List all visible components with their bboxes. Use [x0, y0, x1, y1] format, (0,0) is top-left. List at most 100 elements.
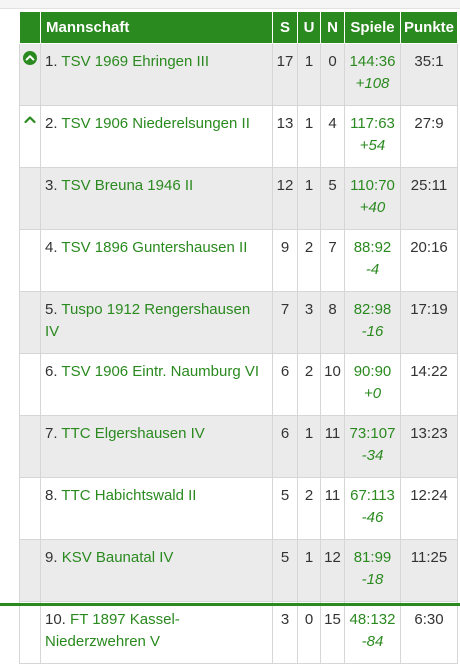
cell-s: 13: [272, 105, 298, 168]
rank-number: 6.: [45, 363, 58, 380]
cell-punkte: 14:22: [400, 353, 458, 416]
team-cell: 3. TSV Breuna 1946 II: [40, 167, 273, 230]
games-difference: +40: [359, 199, 386, 216]
team-cell: 4. TSV 1896 Guntershausen II: [40, 229, 273, 292]
cell-u: 1: [297, 167, 321, 230]
cell-n: 12: [320, 539, 345, 602]
team-cell: 9. KSV Baunatal IV: [40, 539, 273, 602]
cell-n: 11: [320, 477, 345, 540]
header-punkte[interactable]: Punkte: [400, 12, 458, 44]
table-row: 2. TSV 1906 Niederelsungen II 13 1 4 117:63 +…: [19, 105, 458, 168]
league-table: Mannschaft S U N Spiele Punkte 1. TSV 19…: [19, 12, 458, 664]
team-cell: 5. Tuspo 1912 Rengershausen IV: [40, 291, 273, 354]
cell-spiele: 67:113 -46: [344, 477, 401, 540]
games-difference: +108: [355, 75, 390, 92]
team-link[interactable]: TSV 1896 Guntershausen II: [61, 239, 248, 256]
trend-indicator-cell: [19, 539, 41, 602]
cell-u: 0: [297, 601, 321, 664]
cell-punkte: 6:30: [400, 601, 458, 664]
table-row: 10. FT 1897 Kassel-Niederzwehren V 3 0 15 48…: [19, 601, 458, 664]
cell-u: 1: [297, 539, 321, 602]
cell-n: 0: [320, 43, 345, 106]
games-score: 144:36: [349, 53, 396, 70]
cell-u: 2: [297, 477, 321, 540]
header-mannschaft[interactable]: Mannschaft: [40, 12, 273, 44]
games-score: 81:99: [353, 549, 392, 566]
header-indicator: [19, 12, 41, 44]
games-score: 48:132: [349, 611, 396, 628]
team-cell: 7. TTC Elgershausen IV: [40, 415, 273, 478]
chevron-up-icon: [23, 113, 37, 131]
cell-spiele: 88:92 -4: [344, 229, 401, 292]
games-score: 110:70: [350, 177, 395, 194]
team-link[interactable]: TSV Breuna 1946 II: [61, 177, 194, 194]
team-link[interactable]: TTC Elgershausen IV: [61, 425, 205, 442]
trend-indicator-cell: [19, 291, 41, 354]
table-row: 4. TSV 1896 Guntershausen II 9 2 7 88:92 -4 20…: [19, 229, 458, 292]
games-score: 73:107: [349, 425, 396, 442]
cell-punkte: 17:19: [400, 291, 458, 354]
table-row: 7. TTC Elgershausen IV 6 1 11 73:107 -34 13:23: [19, 415, 458, 478]
team-link[interactable]: Tuspo 1912 Rengershausen IV: [45, 301, 251, 340]
cell-punkte: 25:11: [400, 167, 458, 230]
header-spiele[interactable]: Spiele: [344, 12, 401, 44]
cell-punkte: 11:25: [400, 539, 458, 602]
trend-indicator-cell: [19, 353, 41, 416]
cell-s: 6: [272, 353, 298, 416]
rank-number: 7.: [45, 425, 58, 442]
cell-spiele: 90:90 +0: [344, 353, 401, 416]
table-header-row: Mannschaft S U N Spiele Punkte: [19, 12, 458, 44]
trend-indicator-cell: [19, 415, 41, 478]
cell-s: 12: [272, 167, 298, 230]
team-cell: 1. TSV 1969 Ehringen III: [40, 43, 273, 106]
circle-chevron-up-icon: [23, 51, 37, 69]
table-body: 1. TSV 1969 Ehringen III 17 1 0 144:36 +108 35…: [19, 43, 458, 664]
trend-indicator-cell: [19, 105, 41, 168]
cell-n: 8: [320, 291, 345, 354]
trend-indicator-cell: [19, 43, 41, 106]
header-u[interactable]: U: [297, 12, 321, 44]
games-difference: +54: [359, 137, 386, 154]
top-bar: [0, 0, 460, 9]
table-row: 1. TSV 1969 Ehringen III 17 1 0 144:36 +108 35…: [19, 43, 458, 106]
cell-punkte: 35:1: [400, 43, 458, 106]
cell-n: 11: [320, 415, 345, 478]
cell-spiele: 110:70 +40: [344, 167, 401, 230]
games-score: 67:113: [350, 487, 395, 504]
cell-punkte: 20:16: [400, 229, 458, 292]
team-link[interactable]: TSV 1969 Ehringen III: [61, 53, 210, 70]
team-link[interactable]: TSV 1906 Niederelsungen II: [61, 115, 250, 132]
trend-indicator-cell: [19, 601, 41, 664]
rank-number: 2.: [45, 115, 58, 132]
table-row: 5. Tuspo 1912 Rengershausen IV 7 3 8 82:98 -1…: [19, 291, 458, 354]
header-s[interactable]: S: [272, 12, 298, 44]
cell-punkte: 13:23: [400, 415, 458, 478]
trend-indicator-cell: [19, 167, 41, 230]
team-link[interactable]: TTC Habichtswald II: [61, 487, 197, 504]
table-row: 3. TSV Breuna 1946 II 12 1 5 110:70 +40 25:11: [19, 167, 458, 230]
games-difference: -84: [361, 633, 384, 650]
cell-spiele: 81:99 -18: [344, 539, 401, 602]
table-row: 8. TTC Habichtswald II 5 2 11 67:113 -46 12:24: [19, 477, 458, 540]
cell-punkte: 27:9: [400, 105, 458, 168]
cell-u: 2: [297, 353, 321, 416]
games-score: 88:92: [353, 239, 392, 256]
trend-indicator-cell: [19, 477, 41, 540]
cell-s: 17: [272, 43, 298, 106]
team-link[interactable]: KSV Baunatal IV: [61, 549, 174, 566]
trend-indicator-cell: [19, 229, 41, 292]
games-difference: -46: [361, 509, 384, 526]
table-row: 6. TSV 1906 Eintr. Naumburg VI 6 2 10 90:90 +…: [19, 353, 458, 416]
games-score: 90:90: [353, 363, 392, 380]
cell-u: 3: [297, 291, 321, 354]
games-difference: -16: [361, 323, 384, 340]
cell-spiele: 144:36 +108: [344, 43, 401, 106]
games-difference: -34: [361, 447, 384, 464]
rank-number: 1.: [45, 53, 58, 70]
header-n[interactable]: N: [320, 12, 345, 44]
cell-u: 2: [297, 229, 321, 292]
games-score: 82:98: [353, 301, 392, 318]
cell-s: 6: [272, 415, 298, 478]
cell-s: 3: [272, 601, 298, 664]
team-link[interactable]: TSV 1906 Eintr. Naumburg VI: [61, 363, 260, 380]
